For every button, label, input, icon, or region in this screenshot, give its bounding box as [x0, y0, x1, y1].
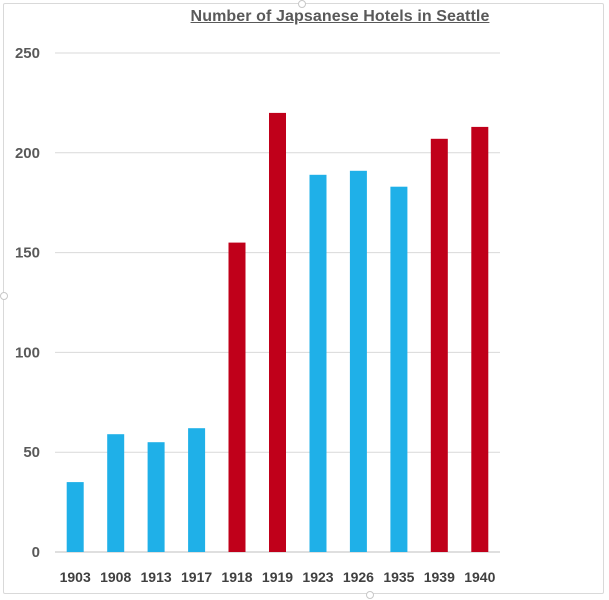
bar-1935 — [390, 186, 408, 552]
bars — [66, 112, 489, 553]
bar-1919 — [269, 112, 286, 553]
bar-1918 — [228, 242, 246, 552]
x-tick-label-1923: 1923 — [302, 569, 333, 585]
x-tick-label-1919: 1919 — [262, 569, 293, 585]
bar-1917 — [188, 428, 206, 552]
x-tick-label-1918: 1918 — [221, 569, 252, 585]
resize-handle-top[interactable] — [298, 0, 306, 8]
y-tick-label: 150 — [15, 245, 40, 262]
x-tick-label-1926: 1926 — [343, 569, 374, 585]
bar-1908 — [107, 434, 125, 552]
y-tick-label: 250 — [15, 45, 40, 62]
resize-handle-bottom[interactable] — [366, 591, 374, 599]
x-tick-label-1917: 1917 — [181, 569, 212, 585]
x-tick-label-1913: 1913 — [141, 569, 172, 585]
bar-1926 — [349, 170, 367, 553]
y-axis-ticks: 0 50 100 150 200 250 — [15, 45, 40, 561]
x-axis-ticks: 1903 1908 1913 1917 1918 1919 1923 1926 1935 1939… — [60, 569, 496, 585]
y-tick-label: 50 — [23, 444, 40, 461]
y-tick-label: 0 — [32, 544, 40, 561]
x-tick-label-1908: 1908 — [100, 569, 131, 585]
bar-1923 — [309, 174, 327, 553]
x-tick-label-1940: 1940 — [464, 569, 495, 585]
y-tick-label: 100 — [15, 344, 40, 361]
x-tick-label-1939: 1939 — [424, 569, 455, 585]
x-tick-label-1935: 1935 — [383, 569, 414, 585]
bar-1913 — [147, 442, 165, 552]
bar-1903 — [66, 482, 84, 552]
resize-handle-left[interactable] — [0, 292, 8, 300]
bar-1939 — [430, 138, 448, 553]
y-tick-label: 200 — [15, 145, 40, 162]
bar-1940 — [471, 126, 489, 553]
x-tick-label-1903: 1903 — [60, 569, 91, 585]
chart-title: Number of Japsanese Hotels in Seattle — [190, 8, 490, 25]
